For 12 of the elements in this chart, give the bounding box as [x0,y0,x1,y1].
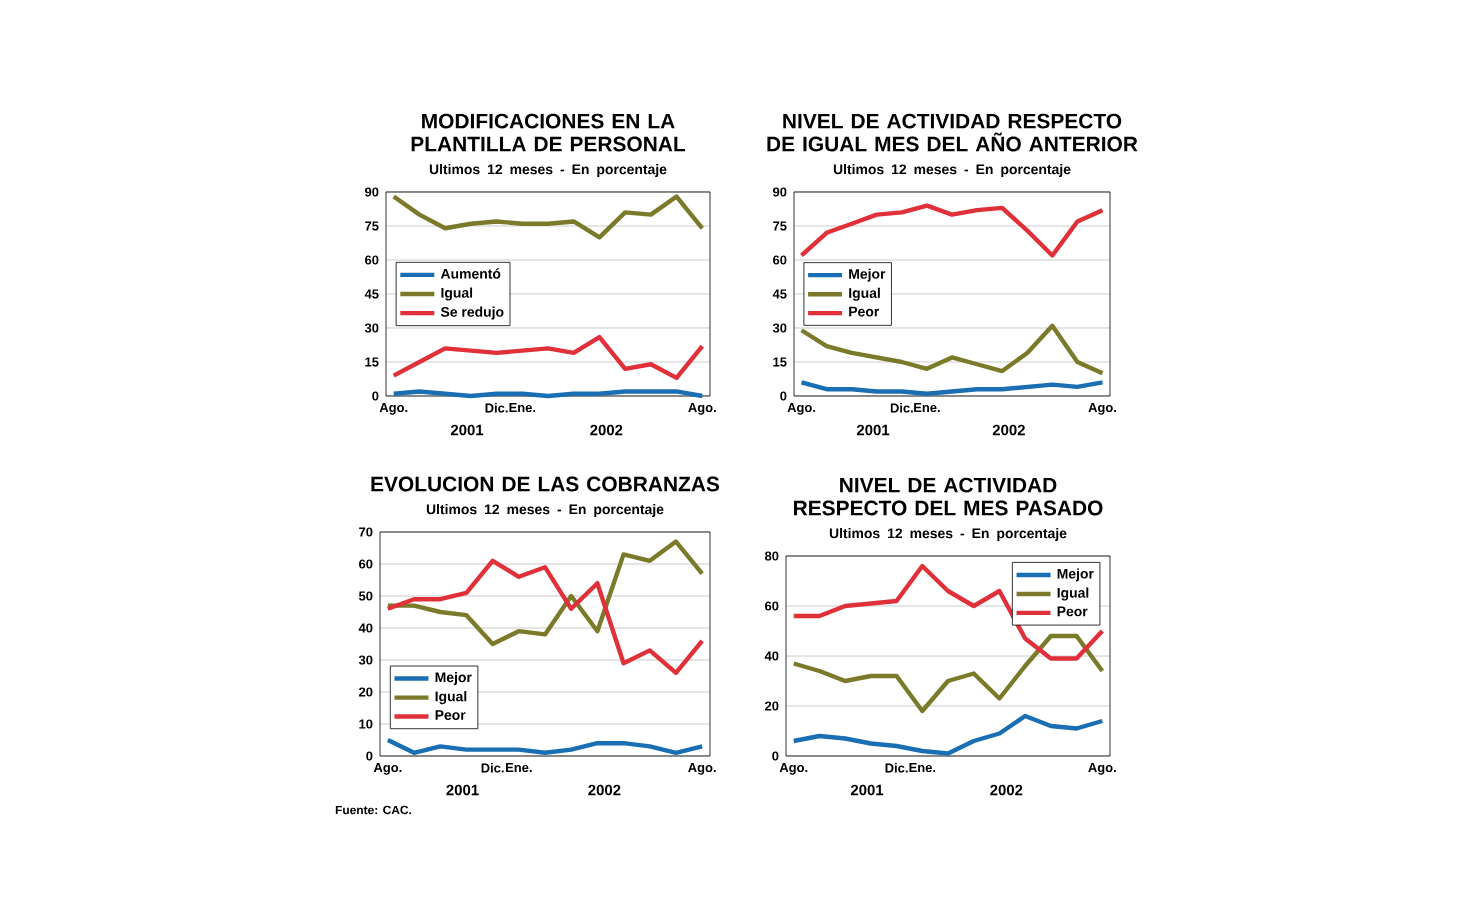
chart-title: MODIFICACIONES EN LA PLANTILLA DE PERSONAL [411,113,686,152]
line-series [791,713,1105,756]
line-series [791,633,1105,714]
line-series [385,539,705,647]
chart-title: NIVEL DE ACTIVIDAD RESPECTO DEL MES PASADO [794,477,1103,516]
line-series [391,334,705,381]
chart-title: EVOLUCION DE LAS COBRANZAS [371,476,720,492]
line-series [385,558,705,675]
chart-title: NIVEL DE ACTIVIDAD RESPECTO DE IGUAL MES DEL AÑO ANTERIOR [767,113,1138,152]
line-series [799,203,1105,258]
line-series [391,194,705,240]
line-series [791,563,1105,661]
